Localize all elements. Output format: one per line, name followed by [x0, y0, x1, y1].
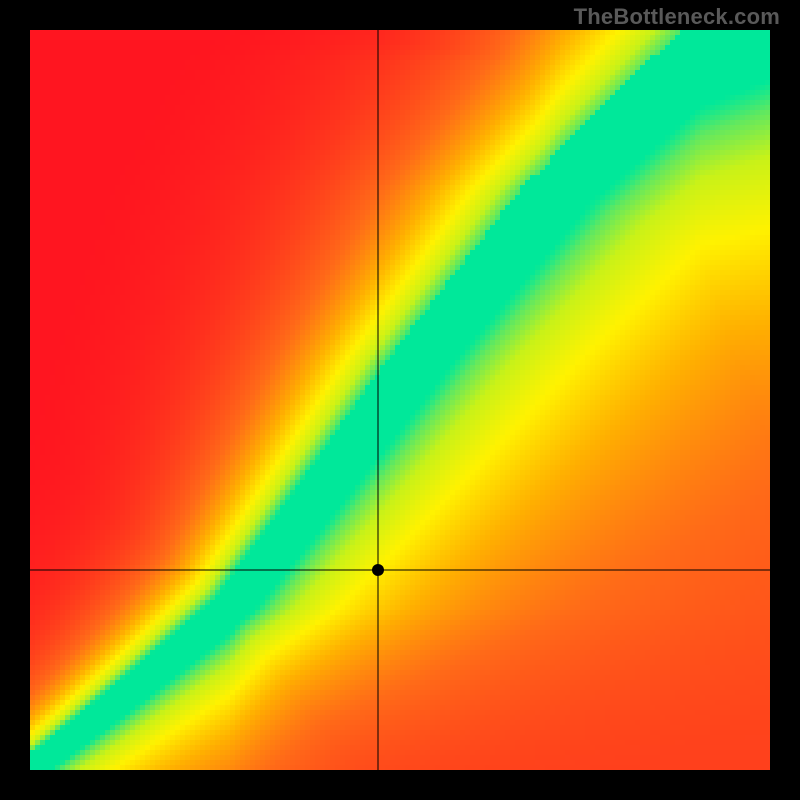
crosshair-marker: [372, 564, 384, 576]
bottleneck-heatmap: [0, 0, 800, 800]
watermark-text: TheBottleneck.com: [574, 4, 780, 30]
heatmap-cells: [30, 30, 770, 770]
